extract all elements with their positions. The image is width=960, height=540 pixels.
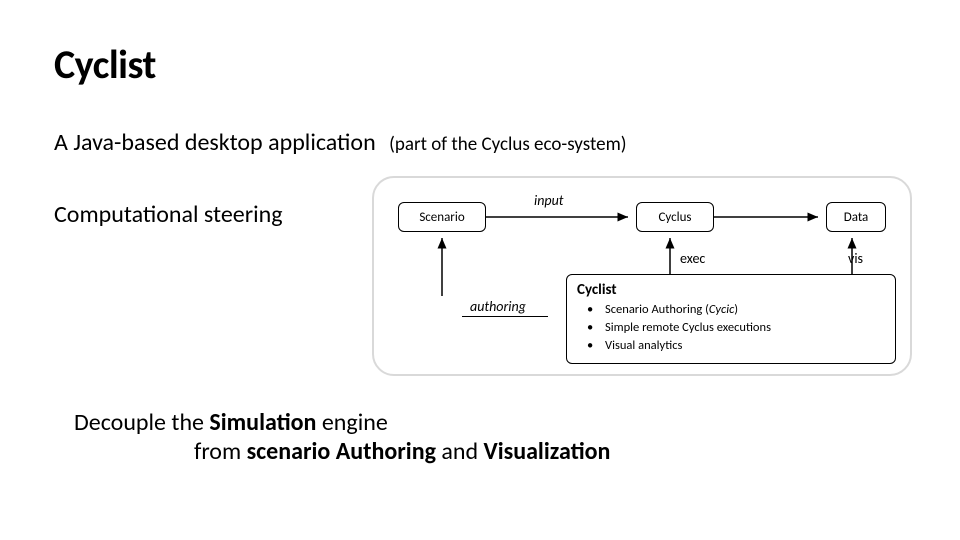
subtitle-main: A Java-based desktop application	[54, 128, 376, 157]
edge-label-exec: exec	[680, 250, 705, 267]
computational-steering-label: Computational steering	[54, 200, 283, 229]
arrow-authoring	[434, 232, 450, 296]
footer-pre: Decouple the	[74, 408, 209, 437]
list-item: Visual analytics	[605, 337, 885, 355]
edge-label-input: input	[534, 192, 564, 209]
li-italic: Cycic	[709, 302, 734, 317]
li-text: Visual analytics	[605, 338, 682, 353]
li-suffix: )	[734, 302, 738, 317]
page-title: Cyclist	[54, 40, 156, 89]
li-text: Simple remote Cyclus executions	[605, 320, 771, 335]
slide: Cyclist A Java-based desktop application…	[0, 0, 960, 540]
footer2-pre: from	[194, 437, 247, 466]
footer-line1: Decouple the Simulation engine	[74, 408, 610, 437]
arrow-exec	[662, 232, 678, 274]
footer-post: engine	[316, 408, 387, 437]
diagram-container: Scenario Cyclus Data input authoring exe…	[372, 176, 912, 376]
subtitle: A Java-based desktop application (part o…	[54, 128, 627, 157]
list-item: Scenario Authoring (Cycic)	[605, 301, 885, 319]
footer-bold: Simulation	[209, 408, 316, 437]
footer2-bold2: Visualization	[484, 437, 611, 466]
footer-line2: from scenario Authoring and Visualizatio…	[194, 437, 610, 466]
authoring-underline	[462, 316, 548, 317]
subtitle-paren: (part of the Cyclus eco-system)	[389, 133, 626, 156]
edge-label-authoring: authoring	[470, 298, 526, 315]
li-text: Scenario Authoring (	[605, 302, 709, 317]
cyclist-feature-list: Scenario Authoring (Cycic) Simple remote…	[577, 301, 885, 355]
edge-label-vis: vis	[848, 250, 863, 267]
footer-text: Decouple the Simulation engine from scen…	[74, 408, 610, 466]
node-cyclist: Cyclist Scenario Authoring (Cycic) Simpl…	[566, 274, 896, 364]
footer2-bold1: scenario Authoring	[247, 437, 436, 466]
arrow-cyclus-data	[714, 210, 826, 226]
list-item: Simple remote Cyclus executions	[605, 319, 885, 337]
node-data: Data	[826, 202, 886, 232]
cyclist-box-title: Cyclist	[577, 281, 885, 299]
node-cyclus: Cyclus	[636, 202, 714, 232]
node-scenario: Scenario	[398, 202, 486, 232]
arrow-input	[486, 210, 636, 226]
footer2-mid: and	[436, 437, 484, 466]
